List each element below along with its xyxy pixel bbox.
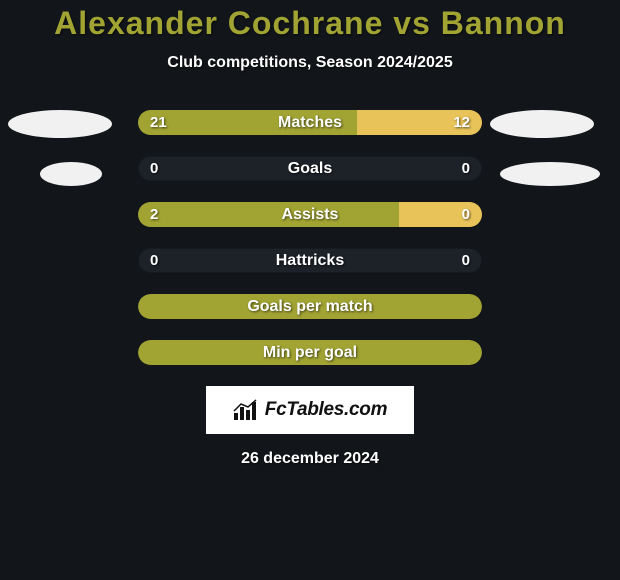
right-badge-2 — [500, 162, 600, 186]
stat-rows: Matches2112Goals00Assists20Hattricks00Go… — [0, 110, 620, 365]
stat-row-label: Hattricks — [138, 248, 482, 273]
stat-row-right-value: 0 — [462, 248, 470, 273]
stat-row-label: Matches — [138, 110, 482, 135]
stat-row-left-value: 21 — [150, 110, 167, 135]
stat-row-left-value: 0 — [150, 156, 158, 181]
stat-row: Matches21 12 — [138, 110, 482, 135]
stat-row-right-value: 0 — [462, 202, 470, 227]
logo-box: FcTables.com — [206, 386, 414, 434]
stat-row-label: Goals — [138, 156, 482, 181]
comparison-infographic: Alexander Cochrane vs Bannon Club compet… — [0, 0, 620, 580]
stat-row-label: Min per goal — [138, 340, 482, 365]
left-badge-1 — [8, 110, 112, 138]
subtitle: Club competitions, Season 2024/2025 — [0, 54, 620, 72]
stat-row-right-value: 12 — [453, 110, 470, 135]
page-title: Alexander Cochrane vs Bannon — [0, 5, 620, 42]
stat-row: Min per goal — [138, 340, 482, 365]
date-text: 26 december 2024 — [0, 450, 620, 468]
left-badge-2 — [40, 162, 102, 186]
stat-row: Goals0 0 — [138, 156, 482, 181]
stat-row-label: Goals per match — [138, 294, 482, 319]
logo-bars-icon — [233, 399, 259, 421]
stat-row-left-value: 0 — [150, 248, 158, 273]
stat-row: Assists2 0 — [138, 202, 482, 227]
stat-row-label: Assists — [138, 202, 482, 227]
stats-area: Matches2112Goals00Assists20Hattricks00Go… — [0, 110, 620, 468]
right-badge-1 — [490, 110, 594, 138]
logo-text: FcTables.com — [265, 399, 387, 421]
stat-row-right-value: 0 — [462, 156, 470, 181]
stat-row: Hattricks0 0 — [138, 248, 482, 273]
stat-row-left-value: 2 — [150, 202, 158, 227]
stat-row: Goals per match — [138, 294, 482, 319]
